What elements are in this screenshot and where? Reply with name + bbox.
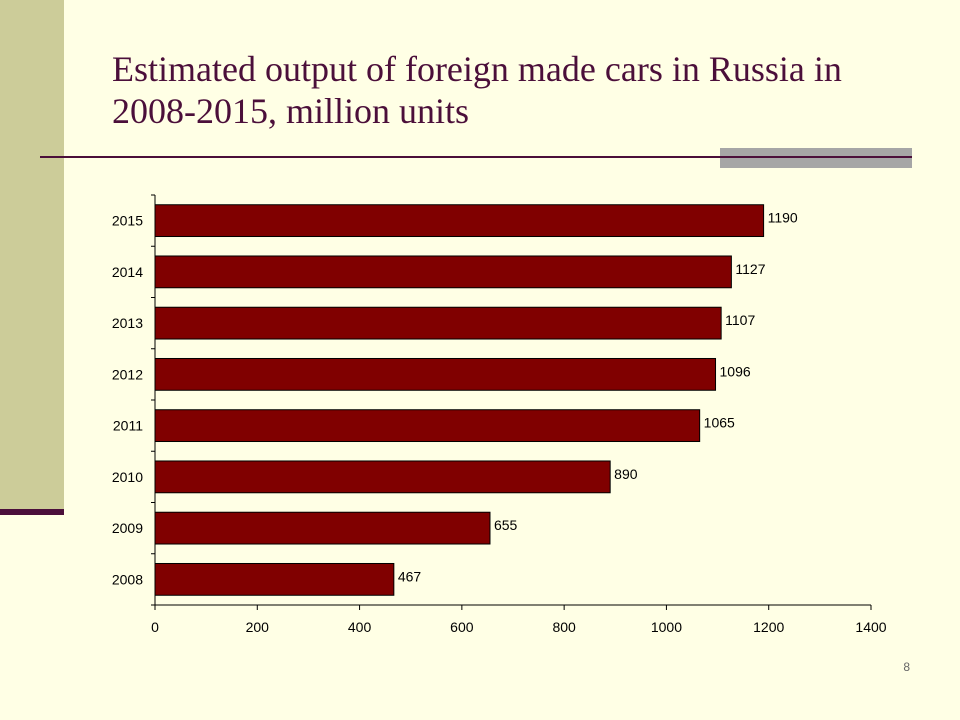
bar-2014 <box>154 255 732 289</box>
x-tick-label: 0 <box>151 619 159 635</box>
y-tick-label: 2010 <box>112 469 143 485</box>
accent-band-underline <box>0 509 64 515</box>
data-label: 890 <box>614 466 638 482</box>
bar-2012 <box>154 357 717 391</box>
data-label: 1190 <box>768 210 798 226</box>
data-label: 1065 <box>704 415 735 431</box>
y-tick-label: 2015 <box>112 213 143 229</box>
y-tick-label: 2011 <box>113 418 143 434</box>
y-tick-label: 2009 <box>112 520 143 536</box>
x-tick-label: 1400 <box>855 619 886 635</box>
y-tick-label: 2008 <box>112 571 143 587</box>
bar-2011 <box>154 409 701 443</box>
slide-number: 8 <box>903 660 910 674</box>
x-tick-label: 800 <box>552 619 576 635</box>
x-tick-label: 200 <box>246 619 270 635</box>
x-tick-label: 1000 <box>651 619 682 635</box>
x-tick-label: 600 <box>450 619 474 635</box>
y-tick-label: 2014 <box>112 264 143 280</box>
title-rule-accent <box>720 148 912 168</box>
title-rule-overlay <box>720 156 912 158</box>
data-label: 655 <box>494 517 518 533</box>
slide-title: Estimated output of foreign made cars in… <box>112 49 842 131</box>
data-label: 1127 <box>735 261 765 277</box>
accent-band <box>0 0 64 510</box>
title-rule <box>40 156 912 158</box>
bar-2008 <box>154 562 395 596</box>
data-label: 1107 <box>725 312 755 328</box>
x-tick-label: 400 <box>348 619 372 635</box>
y-tick-label: 2012 <box>112 366 143 382</box>
bar-2009 <box>154 511 491 545</box>
bar-2010 <box>154 460 611 494</box>
y-tick-label: 2013 <box>112 315 143 331</box>
bar-2015 <box>154 204 765 238</box>
x-tick-label: 1200 <box>753 619 784 635</box>
bar-2013 <box>154 306 722 340</box>
data-label: 467 <box>398 568 422 584</box>
data-label: 1096 <box>720 363 751 379</box>
